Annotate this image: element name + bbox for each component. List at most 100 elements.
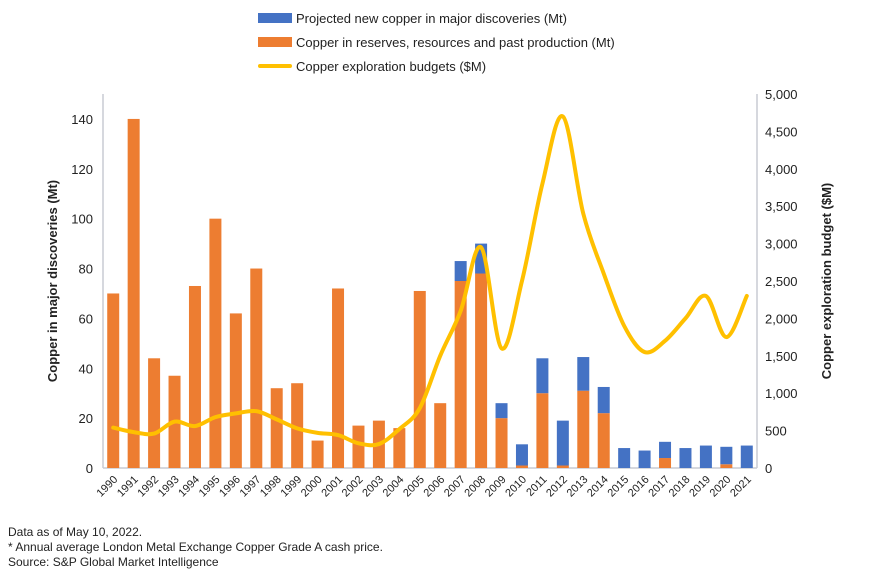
bar-reserves-2007 xyxy=(454,281,467,468)
bar-reserves-2017 xyxy=(659,458,672,468)
y2-tick-label: 1,000 xyxy=(765,386,798,401)
x-tick-label: 2012 xyxy=(544,474,570,500)
bar-projected-2019 xyxy=(699,445,712,468)
x-tick-label: 1994 xyxy=(176,474,202,500)
bar-projected-2016 xyxy=(638,450,651,468)
y2-tick-label: 5,000 xyxy=(765,87,798,102)
bar-reserves-2010 xyxy=(515,465,528,468)
legend-swatch-orange xyxy=(258,37,292,47)
y-tick-label: 140 xyxy=(71,112,93,127)
bar-reserves-1998 xyxy=(270,388,283,468)
x-tick-label: 1993 xyxy=(156,474,182,500)
legend-label: Copper exploration budgets ($M) xyxy=(296,58,487,74)
bar-reserves-2011 xyxy=(536,393,549,468)
x-tick-label: 1991 xyxy=(115,474,141,500)
x-tick-label: 2015 xyxy=(605,474,631,500)
y2-tick-label: 0 xyxy=(765,461,772,476)
bar-projected-2014 xyxy=(597,386,610,414)
bar-reserves-2013 xyxy=(577,390,590,468)
y2-tick-label: 4,000 xyxy=(765,162,798,177)
x-tick-label: 2007 xyxy=(442,474,468,500)
line-exploration-budgets xyxy=(111,114,749,448)
y-axis-title: Copper in major discoveries (Mt) xyxy=(45,180,60,382)
legend-item-reserves: Copper in reserves, resources and past p… xyxy=(258,30,615,54)
bar-reserves-2020 xyxy=(720,464,733,468)
note-data-date: Data as of May 10, 2022. xyxy=(8,525,143,539)
legend-item-budgets: Copper exploration budgets ($M) xyxy=(258,54,615,78)
y-tick-label: 0 xyxy=(86,461,93,476)
x-tick-label: 2019 xyxy=(687,474,713,500)
footnotes: Data as of May 10, 2022. * Annual averag… xyxy=(8,525,383,570)
bar-reserves-2002 xyxy=(352,425,365,468)
bar-reserves-2014 xyxy=(597,413,610,468)
legend-swatch-line xyxy=(258,64,292,68)
legend-swatch-blue xyxy=(258,13,292,23)
bar-projected-2007 xyxy=(454,261,467,281)
bar-reserves-1999 xyxy=(291,383,304,468)
bar-projected-2021 xyxy=(740,445,753,468)
x-tick-label: 1996 xyxy=(217,474,243,500)
y2-tick-label: 1,500 xyxy=(765,349,798,364)
legend-label: Projected new copper in major discoverie… xyxy=(296,10,567,26)
bar-projected-2009 xyxy=(495,403,508,419)
bar-projected-2010 xyxy=(515,444,528,466)
x-tick-label: 2001 xyxy=(319,474,345,500)
x-tick-label: 2017 xyxy=(646,474,672,500)
x-tick-label: 1992 xyxy=(135,474,161,500)
y-tick-label: 20 xyxy=(79,411,93,426)
x-tick-label: 2011 xyxy=(524,474,549,499)
y2-tick-label: 4,500 xyxy=(765,124,798,139)
y-tick-label: 40 xyxy=(79,361,93,376)
bar-reserves-2012 xyxy=(556,465,569,468)
bar-reserves-2000 xyxy=(311,440,324,468)
bar-projected-2013 xyxy=(577,357,590,391)
x-tick-label: 2006 xyxy=(422,474,448,500)
x-tick-label: 2016 xyxy=(626,474,652,500)
x-tick-label: 2004 xyxy=(381,474,407,500)
y-tick-label: 100 xyxy=(71,212,93,227)
x-tick-label: 2009 xyxy=(483,474,509,500)
bar-reserves-2006 xyxy=(434,403,447,468)
bar-reserves-2005 xyxy=(413,290,426,468)
y-tick-label: 80 xyxy=(79,262,93,277)
x-tick-label: 2020 xyxy=(708,474,734,500)
bar-reserves-1992 xyxy=(148,358,161,468)
bar-reserves-2004 xyxy=(393,428,406,468)
x-tick-label: 1990 xyxy=(95,474,121,500)
bar-reserves-2001 xyxy=(332,288,345,468)
y2-tick-label: 3,000 xyxy=(765,237,798,252)
x-tick-label: 2010 xyxy=(503,474,529,500)
x-tick-label: 2000 xyxy=(299,474,325,500)
bar-projected-2020 xyxy=(720,446,733,465)
bar-reserves-2009 xyxy=(495,418,508,468)
bar-projected-2018 xyxy=(679,448,692,468)
legend-label: Copper in reserves, resources and past p… xyxy=(296,34,615,50)
bar-reserves-2008 xyxy=(475,273,488,468)
bar-projected-2011 xyxy=(536,358,549,394)
y-tick-label: 120 xyxy=(71,162,93,177)
x-tick-label: 1998 xyxy=(258,474,284,500)
note-price: * Annual average London Metal Exchange C… xyxy=(8,540,383,554)
y2-tick-label: 2,500 xyxy=(765,274,798,289)
bar-projected-2017 xyxy=(659,441,672,459)
x-tick-label: 2021 xyxy=(728,474,754,500)
bar-reserves-1994 xyxy=(188,285,201,468)
x-tick-label: 2013 xyxy=(565,474,591,500)
x-tick-label: 2002 xyxy=(340,474,366,500)
bar-reserves-1991 xyxy=(127,118,140,468)
legend-item-projected: Projected new copper in major discoverie… xyxy=(258,6,615,30)
bar-projected-2015 xyxy=(618,448,631,468)
y2-tick-label: 500 xyxy=(765,424,787,439)
bar-reserves-1997 xyxy=(250,268,263,468)
x-tick-label: 2018 xyxy=(667,474,693,500)
bar-projected-2012 xyxy=(556,420,569,466)
note-source: Source: S&P Global Market Intelligence xyxy=(8,555,219,569)
bar-reserves-1995 xyxy=(209,218,222,468)
y2-axis-title: Copper exploration budget ($M) xyxy=(819,183,834,379)
x-tick-label: 2003 xyxy=(360,474,386,500)
x-tick-label: 2008 xyxy=(462,474,488,500)
x-tick-label: 2014 xyxy=(585,474,611,500)
bar-reserves-1996 xyxy=(229,313,242,468)
legend: Projected new copper in major discoverie… xyxy=(258,6,615,78)
